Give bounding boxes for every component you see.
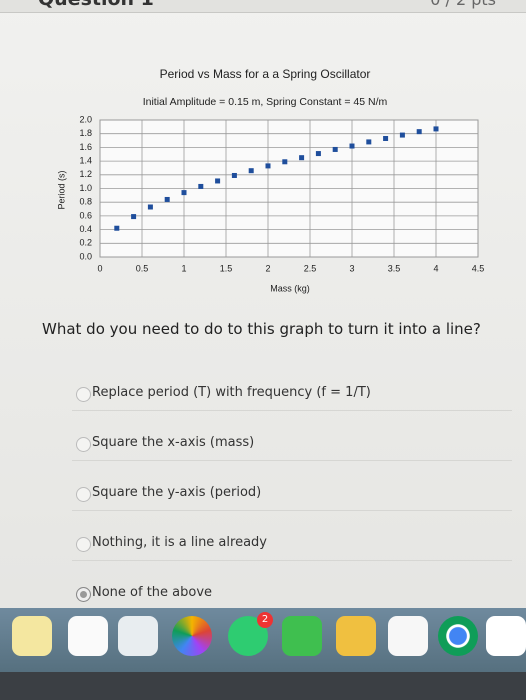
data-point [299,155,305,161]
x-tick-label: 0.5 [136,263,149,273]
y-tick-label: 0.2 [79,238,92,248]
option-label: Square the y-axis (period) [92,485,262,500]
answer-option[interactable]: None of the above [72,580,512,611]
data-point [315,151,321,157]
y-tick-label: 0.6 [79,210,92,220]
data-point [383,135,389,141]
data-point [416,129,422,135]
x-tick-label: 4 [433,263,438,273]
points: 0 / 2 pts [430,0,496,9]
y-tick-label: 0.4 [79,224,92,234]
data-point [349,143,355,149]
music-icon[interactable] [486,616,526,656]
radio-button[interactable] [76,537,91,552]
notification-badge: 2 [257,612,273,628]
x-tick-label: 1.5 [220,263,233,273]
x-tick-label: 3.5 [388,263,401,273]
data-point [164,196,170,202]
option-label: None of the above [92,585,213,600]
x-tick-label: 4.5 [472,263,485,273]
answer-option[interactable]: Square the x-axis (mass) [72,430,512,461]
x-axis-label: Mass (kg) [270,283,310,293]
data-point [231,172,237,178]
radio-button[interactable] [76,487,91,502]
data-point [131,214,137,220]
data-point [366,139,372,145]
question-header: Question 1 0 / 2 pts [0,0,526,13]
reminders-icon[interactable] [68,616,108,656]
radio-button[interactable] [76,587,91,602]
data-point [198,183,204,189]
data-point [147,204,153,210]
y-tick-label: 1.0 [79,183,92,193]
facetime-icon[interactable] [282,616,322,656]
data-point [332,146,338,152]
chart: Period vs Mass for a a Spring Oscillator… [56,67,485,293]
x-tick-label: 2.5 [304,263,317,273]
numbers-icon[interactable] [388,616,428,656]
y-tick-label: 0.8 [79,197,92,207]
bezel [0,672,526,700]
question-text: What do you need to do to this graph to … [42,320,481,338]
y-tick-label: 2.0 [79,114,92,124]
option-label: Replace period (T) with frequency (f = 1… [92,385,371,400]
radio-button[interactable] [76,387,91,402]
y-tick-label: 1.6 [79,142,92,152]
x-tick-label: 1 [181,263,186,273]
dock: 2 [0,608,526,672]
y-tick-label: 1.8 [79,128,92,138]
chart-title: Period vs Mass for a a Spring Oscillator [160,67,371,81]
data-point [265,163,271,169]
y-axis-label: Period (s) [56,170,66,209]
answer-option[interactable]: Replace period (T) with frequency (f = 1… [72,380,512,411]
data-point [181,190,187,196]
pages-icon[interactable] [336,616,376,656]
photos-icon[interactable] [172,616,212,656]
data-point [282,159,288,165]
radio-button[interactable] [76,437,91,452]
y-tick-label: 1.4 [79,155,92,165]
x-tick-label: 3 [349,263,354,273]
answer-option[interactable]: Nothing, it is a line already [72,530,512,561]
option-label: Nothing, it is a line already [92,535,267,550]
answer-option[interactable]: Square the y-axis (period) [72,480,512,511]
x-tick-label: 0 [97,263,102,273]
data-point [248,168,254,174]
data-point [114,225,120,231]
data-point [433,126,439,132]
notes-icon[interactable] [12,616,52,656]
chrome-icon[interactable] [438,616,478,656]
question-title: Question 1 [38,0,154,10]
y-tick-label: 0.0 [79,251,92,261]
x-tick-label: 2 [265,263,270,273]
y-tick-label: 1.2 [79,169,92,179]
maps-icon[interactable] [118,616,158,656]
data-point [215,178,221,184]
option-label: Square the x-axis (mass) [92,435,255,450]
chart-subtitle: Initial Amplitude = 0.15 m, Spring Const… [143,96,388,108]
data-point [399,132,405,138]
